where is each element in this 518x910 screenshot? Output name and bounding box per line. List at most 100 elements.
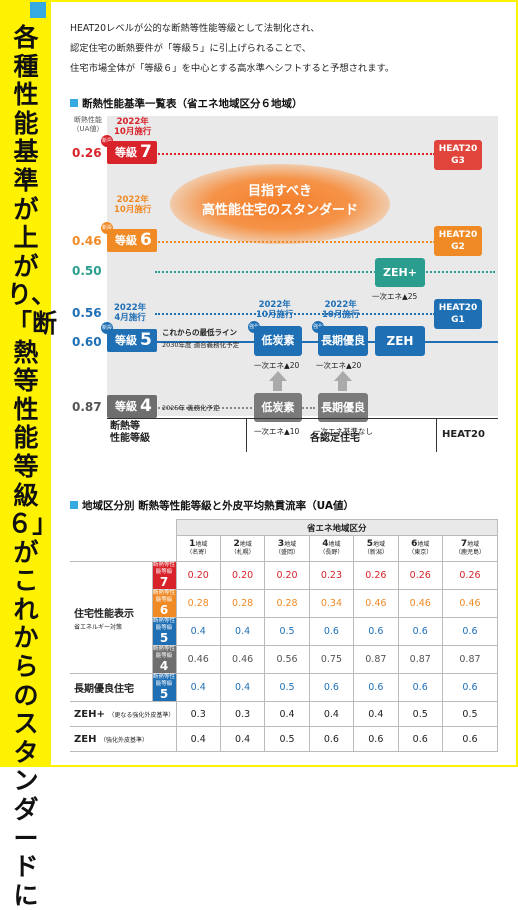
section-title-1: 断熱性能基準一覧表（省エネ地域区分６地域） [70, 96, 303, 111]
cell-z-r7: 0.6 [441, 726, 499, 752]
grade-7-num: 7 [159, 575, 169, 589]
cell-lt-r7: 0.6 [441, 673, 499, 702]
lowcarbon-date: 2022年 10月施行 [256, 300, 293, 320]
y-axis-label-2: （UA値） [72, 125, 104, 133]
zehplus-box: ZEH+ [375, 258, 425, 287]
cell-g6-r2: 0.28 [219, 589, 266, 618]
region-4-city: （長野） [319, 549, 344, 556]
sidebar-title: 各種性能基準が上がり、「断熱等性能等級６」がこれからのスタンダードに [7, 23, 58, 910]
longterm-grade-tag: 断熱等性能等級 [152, 674, 175, 687]
longterm-box: 長期優良 [318, 326, 368, 356]
cell-g5-r5: 0.6 [353, 617, 399, 646]
longterm-date-2: 10月施行 [322, 310, 360, 320]
cell-g7-r3: 0.20 [264, 561, 310, 590]
grade7-num: 7 [140, 142, 152, 162]
intro-line-2: 認定住宅の断熱要件が「等級５」に引上げられることで、 [70, 43, 312, 54]
footer-col1b: 性能等級 [110, 433, 150, 444]
heat20-g1-line2: G1 [451, 315, 465, 325]
grade7-label: 等級 [115, 146, 137, 159]
longterm-grade-cell: 断熱等性能等級 5 [151, 673, 177, 702]
cell-g6-r1: 0.28 [175, 589, 221, 618]
intro-line-3: 住宅市場全体が「等級６」を中心とする高水準へシフトすると予想されます。 [70, 63, 395, 74]
cell-zp-r4: 0.4 [308, 701, 355, 727]
cell-g4-r1: 0.46 [175, 645, 221, 674]
grade5-date: 2022年 4月施行 [114, 303, 146, 323]
grade-4-tag: 断熱等性能等級 [152, 646, 175, 659]
cell-lt-r2: 0.4 [219, 673, 266, 702]
standard-glow [170, 164, 390, 244]
region-1-num: 1 [189, 539, 196, 549]
cell-g6-r4: 0.34 [308, 589, 355, 618]
cell-g7-r5: 0.26 [353, 561, 399, 590]
cell-g5-r6: 0.6 [397, 617, 443, 646]
category-zehplus-sub: （更なる強化外皮基準） [108, 711, 175, 719]
category-performance-label: 住宅性能表示 [74, 608, 134, 620]
cell-lt-r6: 0.6 [397, 673, 443, 702]
cell-g6-r3: 0.28 [264, 589, 310, 618]
heat20-g1-line1: HEAT20 [438, 303, 478, 313]
ua-value-0.46: 0.46 [72, 234, 102, 248]
grade6-date-1: 2022年 [116, 195, 149, 205]
cell-g4-r7: 0.87 [441, 645, 499, 674]
arrow-lowcarbon-stem [273, 381, 282, 391]
grade5-date-1: 2022年 [114, 303, 147, 313]
cell-zp-r1: 0.3 [175, 701, 221, 727]
region-6-num: 6 [411, 539, 418, 549]
region-5-num: 5 [366, 539, 373, 549]
grade4-box: 等級 4 [107, 395, 157, 418]
category-zeh-sub: （強化外皮基準） [99, 736, 148, 744]
cell-z-r4: 0.6 [308, 726, 355, 752]
grade7-date-2: 10月施行 [114, 127, 152, 137]
region-4-word: 地域 [328, 541, 341, 548]
footer-grade-label: 断熱等 性能等級 [110, 421, 150, 445]
grade-6-cell: 断熱等性能等級 6 [151, 589, 177, 618]
cell-z-r2: 0.4 [219, 726, 266, 752]
cell-z-r3: 0.5 [264, 726, 310, 752]
region-3-city: （盛岡） [275, 549, 300, 556]
line-grade4 [155, 407, 315, 409]
grade5-note-2: 2030年度 適合義務化予定 [162, 341, 240, 349]
region-6-city: （東京） [408, 549, 433, 556]
cell-g4-r5: 0.87 [353, 645, 399, 674]
cell-g7-r6: 0.26 [397, 561, 443, 590]
category-zeh-label: ZEH [74, 733, 97, 745]
section-title-2-text: 地域区分別 断熱等性能等級と外皮平均熱貫流率（UA値） [82, 500, 354, 512]
grade4-note: 2025年 義務化予定 [162, 404, 220, 412]
ua-value-0.56: 0.56 [72, 306, 102, 320]
grade4-label: 等級 [115, 400, 137, 413]
line-heat20-g1 [155, 313, 435, 315]
grade-4-num: 4 [159, 659, 169, 673]
cell-zp-r7: 0.5 [441, 701, 499, 727]
longterm-date: 2022年 10月施行 [322, 300, 359, 320]
grade6-box: 等級 6 [107, 229, 157, 252]
cell-z-r5: 0.6 [353, 726, 399, 752]
region-1-city: （名寄） [186, 549, 211, 556]
footer-divider-1 [246, 418, 247, 452]
cell-g7-r1: 0.20 [175, 561, 221, 590]
lowcarbon-date-2: 10月施行 [256, 310, 294, 320]
line-zehplus [155, 271, 495, 273]
grade5-box: 等級 5 [107, 329, 157, 352]
region-3: 3地域 （盛岡） [264, 535, 310, 562]
cell-g4-r3: 0.56 [264, 645, 310, 674]
grade6-date-2: 10月施行 [114, 205, 152, 215]
region-5: 5地域 （新潟） [353, 535, 399, 562]
grade6-label: 等級 [115, 234, 137, 247]
grade-6-num: 6 [159, 603, 169, 617]
grade7-date-1: 2022年 [116, 117, 149, 127]
region-2-num: 2 [233, 539, 240, 549]
grade-5-cell: 断熱等性能等級 5 [151, 617, 177, 646]
cell-g4-r6: 0.87 [397, 645, 443, 674]
region-1-word: 地域 [195, 541, 208, 548]
region-7: 7地域 （鹿児島） [441, 535, 499, 562]
region-6: 6地域 （東京） [397, 535, 443, 562]
region-7-word: 地域 [467, 541, 480, 548]
intro-line-1: HEAT20レベルが公的な断熱等性能等級として法制化され、 [70, 23, 320, 34]
grade-7-cell: 断熱等性能等級 7 [151, 561, 177, 590]
lowcarbon-box: 低炭素 [254, 326, 302, 356]
region-3-word: 地域 [284, 541, 297, 548]
region-5-city: （新潟） [363, 549, 388, 556]
heat20-g3-box: HEAT20 G3 [434, 140, 482, 170]
grade6-num: 6 [140, 230, 152, 250]
ua-table: 省エネ地域区分 1地域 （名寄） 2地域 （札幌） 3地域 （盛岡） 4地域 （長野） … [70, 519, 499, 752]
